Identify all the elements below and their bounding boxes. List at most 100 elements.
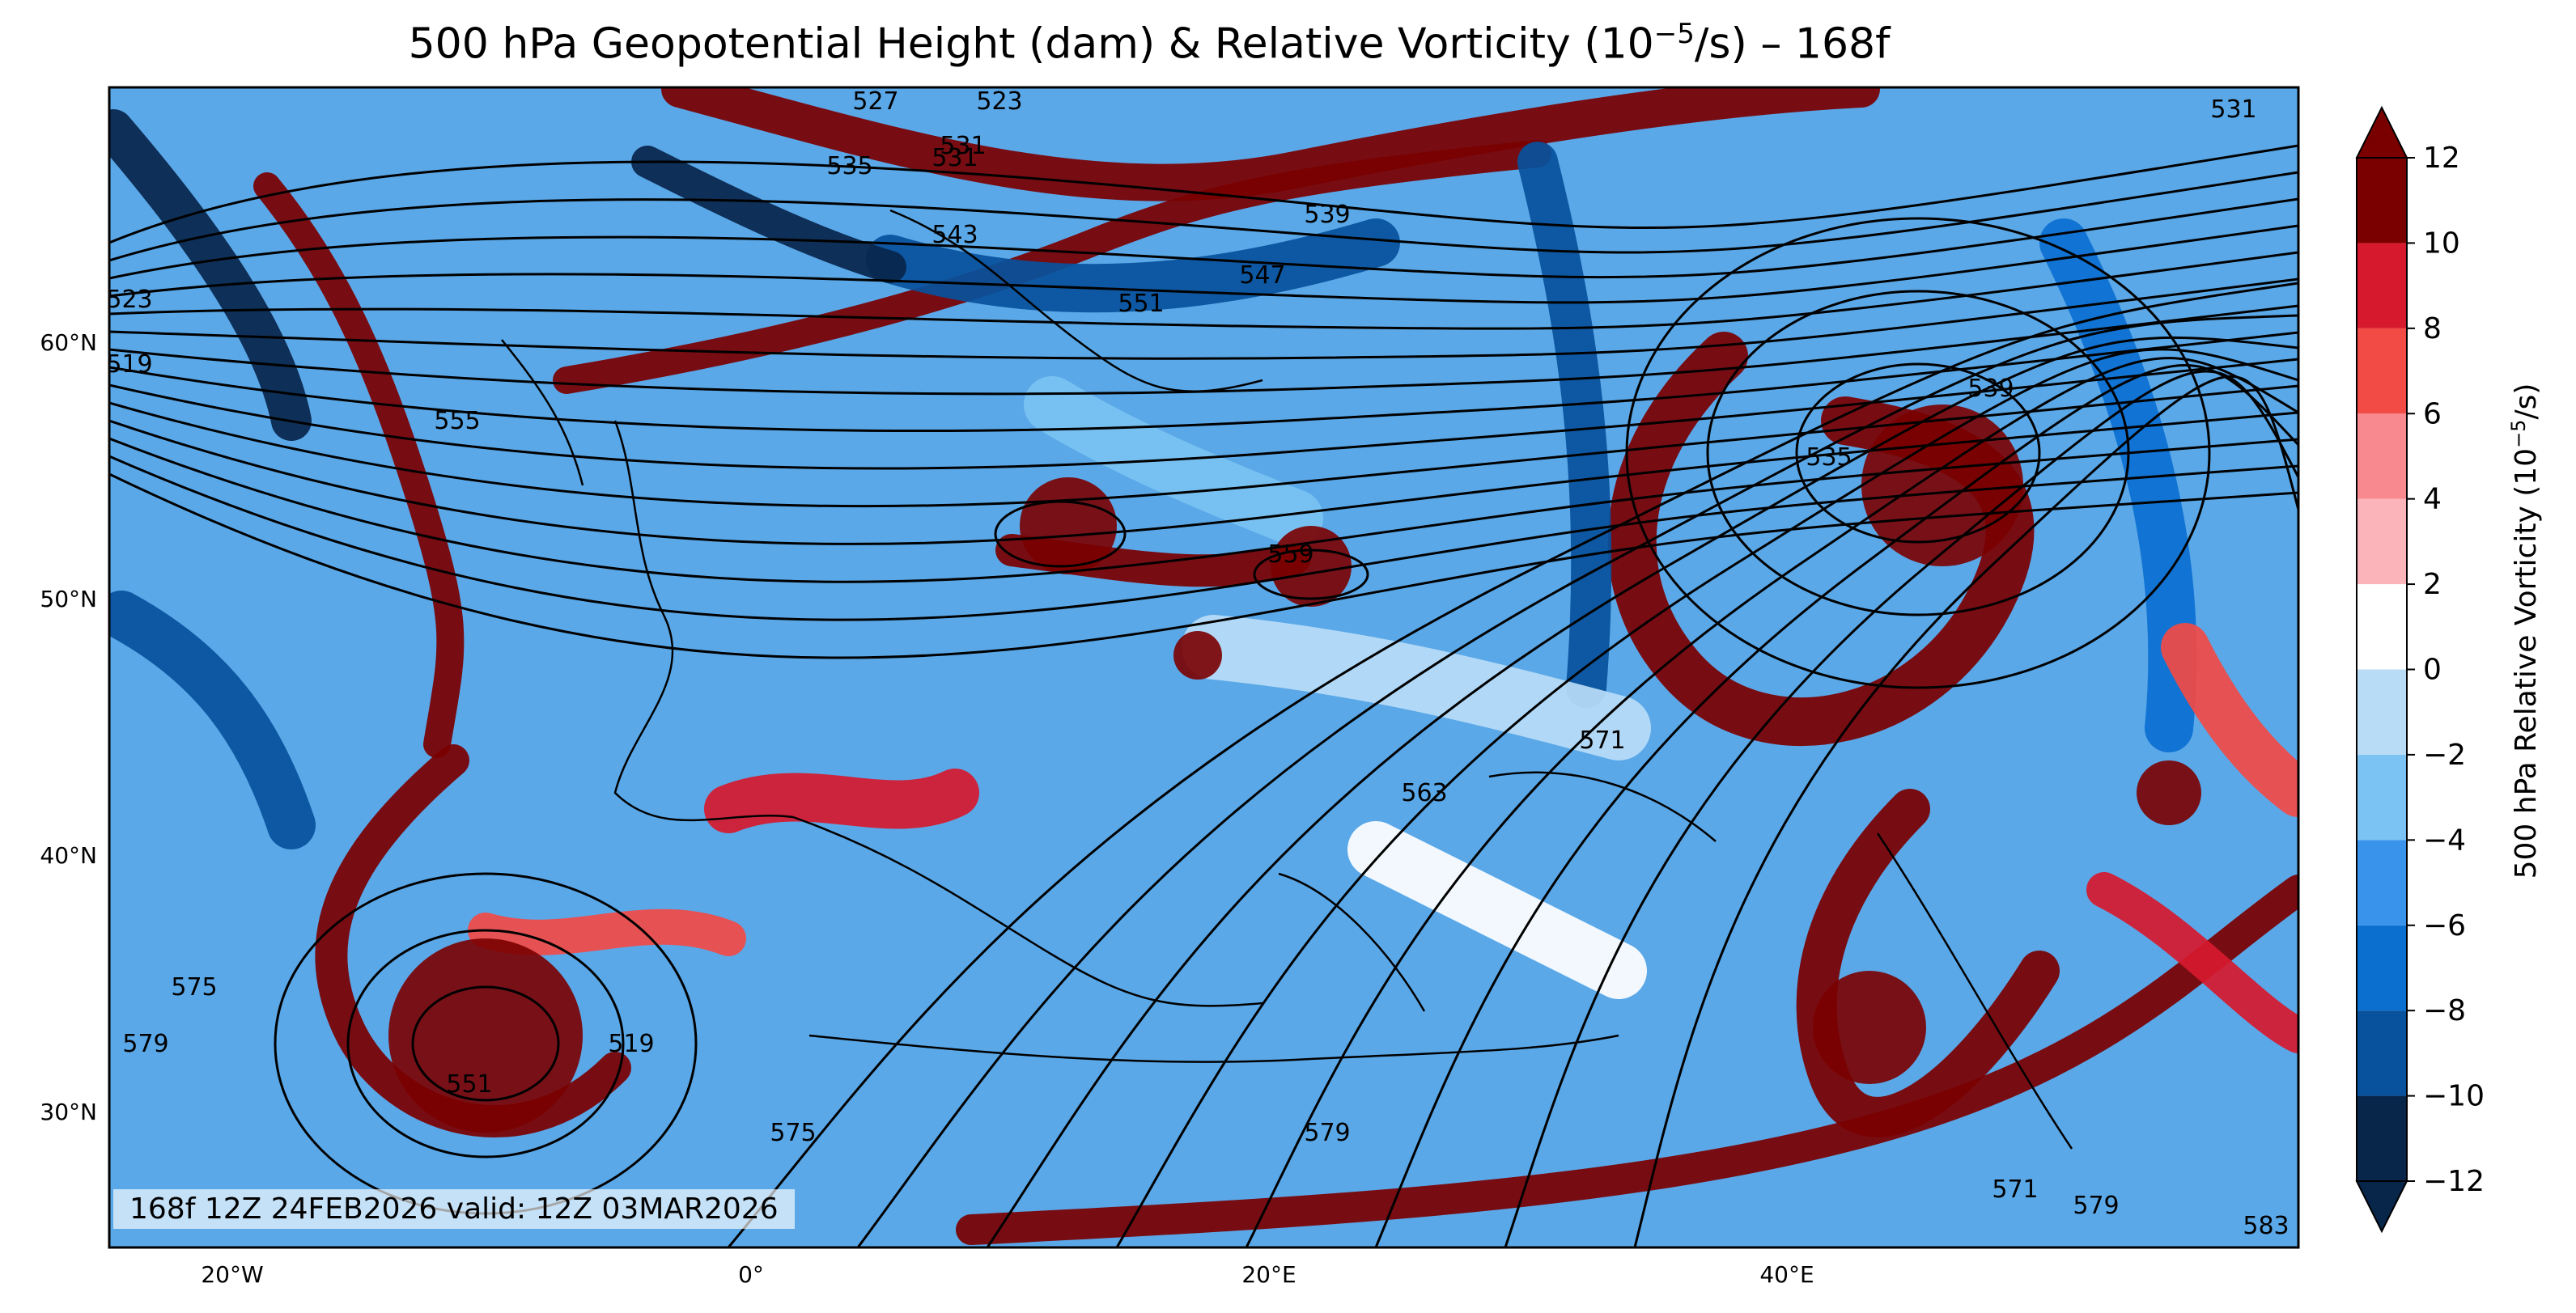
height-contour [109, 437, 2298, 583]
contour-label: 531 [940, 132, 986, 160]
colorbar-title-prefix: 500 hPa Relative Vorticity (10 [2510, 447, 2543, 879]
coastline [792, 815, 1263, 1007]
colorbar-tick-label: 6 [2423, 397, 2442, 430]
vorticity-band [109, 109, 312, 441]
colorbar-segment [2357, 925, 2407, 1011]
vorticity-band [1347, 821, 1647, 999]
map-area: 527 523 531 535 531 539 543 547 551 555 519 523 559 5… [106, 87, 2298, 1247]
colorbar-segment [2357, 498, 2407, 585]
contour-label: 571 [1579, 726, 1625, 755]
colorbar-tick-label: −6 [2423, 909, 2466, 942]
vorticity-band [1024, 376, 1323, 546]
height-contour [109, 171, 2298, 262]
colorbar-title-suffix: /s) [2510, 383, 2543, 420]
vorticity-band [1517, 142, 1612, 708]
coastline [808, 1034, 1619, 1063]
height-contour [109, 455, 2298, 621]
colorbar-title-exponent: −5 [2507, 419, 2530, 448]
height-contour [346, 929, 625, 1158]
height-contour [1625, 217, 2211, 689]
coastline [1876, 832, 2073, 1150]
lon-tick-label: 20°W [201, 1261, 263, 1288]
contour-label: 583 [2243, 1212, 2289, 1240]
coastline [1278, 872, 1426, 1012]
colorbar-segment [2357, 243, 2407, 328]
height-contour [109, 304, 2298, 396]
contour-label: 551 [446, 1070, 492, 1099]
title-exponent: −5 [1653, 18, 1695, 50]
coastline [1488, 771, 1717, 842]
lon-tick-label: 40°E [1759, 1261, 1814, 1288]
contour-labels: 527 523 531 535 531 539 543 547 551 555 519 523 559 5… [106, 87, 2290, 1240]
colorbar-tick-label: −2 [2423, 739, 2466, 772]
contour-label: 575 [171, 973, 217, 1002]
contour-label: 551 [1118, 290, 1164, 318]
vorticity-band [1182, 615, 1651, 760]
vorticity-band [468, 909, 746, 956]
colorbar: −12 −10 −8 −6 −4 −2 0 2 4 6 8 10 12 [2355, 105, 2485, 1234]
colorbar-segment [2357, 754, 2407, 841]
height-contour [109, 197, 2298, 280]
coastline [889, 209, 1263, 392]
height-contour [986, 336, 2298, 1247]
contour-label: 579 [122, 1030, 168, 1058]
height-contour [1245, 357, 2298, 1247]
height-contour [1795, 362, 2041, 544]
contour-label: 575 [770, 1119, 816, 1147]
vorticity-core [1813, 971, 1926, 1084]
vorticity-core [1861, 404, 2023, 566]
contour-label: 531 [932, 144, 978, 172]
colorbar-segment [2357, 584, 2407, 670]
height-contour [727, 282, 2298, 1247]
contour-label: 579 [2073, 1192, 2119, 1220]
height-contour [109, 472, 2298, 659]
lat-tick-label: 60°N [40, 329, 97, 356]
colorbar-tick-label: 2 [2423, 568, 2442, 601]
height-contour [411, 985, 560, 1102]
colorbar-segment [2357, 1095, 2407, 1181]
colorbar-tick-label: −4 [2423, 824, 2466, 857]
colorbar-segment [2357, 158, 2407, 244]
contour-label: 571 [1992, 1175, 2038, 1204]
colorbar-segment [2357, 413, 2407, 499]
lon-tick-label: 20°E [1241, 1261, 1296, 1288]
colorbar-tick-label: −10 [2423, 1080, 2485, 1113]
contour-label: 555 [434, 407, 480, 435]
vorticity-band [109, 591, 316, 849]
lat-tick-label: 40°N [40, 842, 97, 869]
contour-label: 539 [1967, 375, 2014, 403]
height-contour [994, 500, 1127, 568]
colorbar-tick-label: 8 [2423, 312, 2442, 345]
height-contour [1633, 375, 2298, 1247]
colorbar-tick-label: 0 [2423, 654, 2442, 687]
height-contour [109, 358, 2298, 470]
contour-label: 539 [1304, 201, 1350, 229]
colorbar-extend-min [2355, 1180, 2408, 1234]
colorbar-tick-label: −8 [2423, 994, 2466, 1027]
vorticity-band [253, 172, 465, 758]
valid-time-label: 168f 12Z 24FEB2026 valid: 12Z 03MAR2026 [113, 1189, 795, 1229]
title-suffix: /s) – 168f [1694, 19, 1891, 69]
height-contour [1706, 290, 2130, 616]
vorticity-band [661, 87, 1880, 201]
vorticity-band [2161, 623, 2298, 817]
height-contour [1504, 370, 2298, 1247]
map-frame [108, 86, 2300, 1249]
vorticity-field [109, 87, 2298, 1245]
contour-label: 523 [976, 87, 1022, 116]
height-contour [109, 384, 2298, 508]
contour-label: 523 [106, 286, 152, 314]
contour-label: 535 [1806, 443, 1852, 472]
height-contours [109, 144, 2298, 1247]
vorticity-band [631, 146, 906, 283]
height-contour [109, 251, 2298, 330]
height-contour [109, 224, 2298, 304]
height-contour [1374, 364, 2298, 1247]
lat-tick-label: 50°N [40, 586, 97, 612]
height-contour [856, 314, 2298, 1247]
colorbar-title: 500 hPa Relative Vorticity (10−5/s) [2507, 383, 2543, 879]
height-contour [109, 277, 2298, 360]
coastlines [501, 209, 2073, 1150]
chart-title: 500 hPa Geopotential Height (dam) & Rela… [0, 18, 2298, 68]
